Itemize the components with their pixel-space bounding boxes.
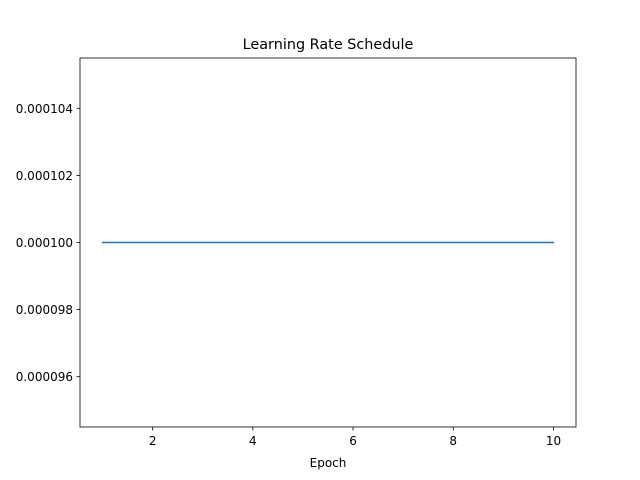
x-tick-label: 2 (149, 434, 157, 448)
y-tick-label: 0.000102 (16, 169, 73, 183)
y-tick-label: 0.000098 (16, 303, 73, 317)
x-tick-label: 4 (249, 434, 257, 448)
x-tick-label: 10 (546, 434, 561, 448)
y-tick-label: 0.000100 (16, 236, 73, 250)
chart-title: Learning Rate Schedule (243, 37, 414, 53)
x-tick-label: 8 (449, 434, 457, 448)
x-tick-label: 6 (349, 434, 357, 448)
y-axis-ticks: 0.000096 0.000098 0.000100 0.000102 0.000104 (16, 102, 80, 384)
x-axis-label: Epoch (310, 456, 347, 470)
y-tick-label: 0.000104 (16, 102, 73, 116)
x-axis-ticks: 2 4 6 8 10 (149, 427, 561, 448)
y-tick-label: 0.000096 (16, 370, 73, 384)
